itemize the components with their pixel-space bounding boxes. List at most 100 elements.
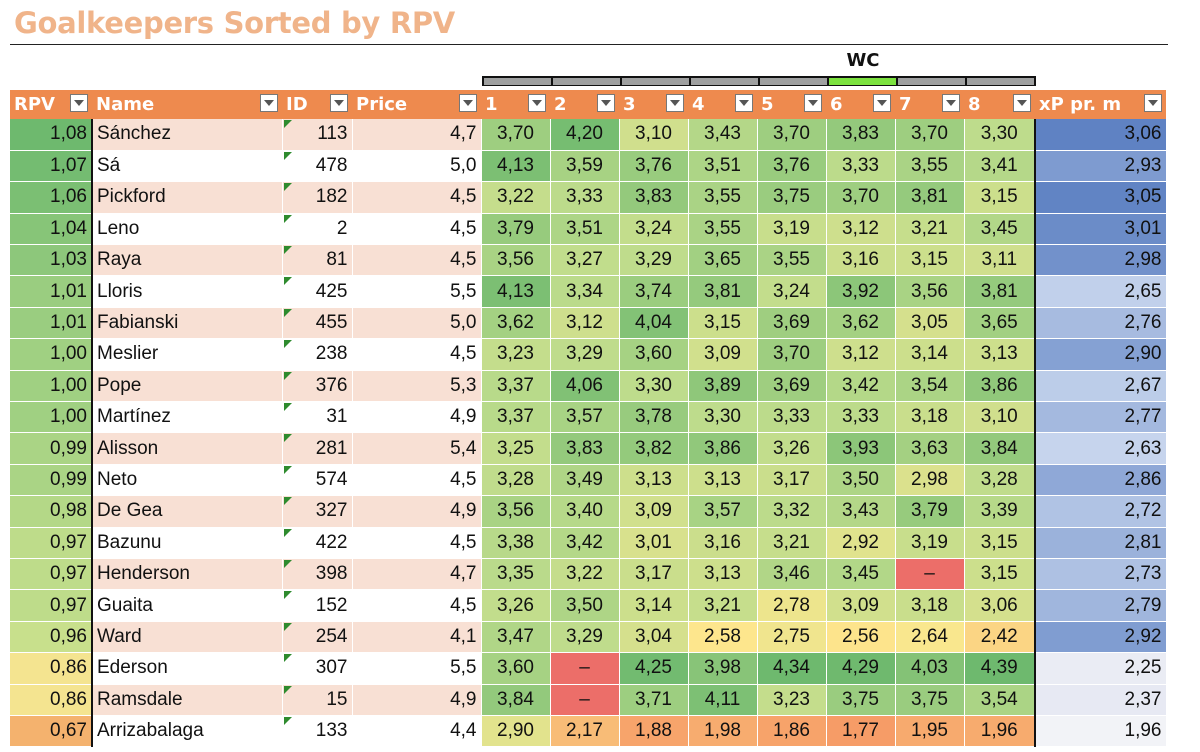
filter-dropdown-icon[interactable] [597,94,615,112]
gw-cell[interactable]: 3,09 [688,338,758,371]
gw-cell[interactable]: 1,86 [757,715,827,748]
gw-cell[interactable]: 3,18 [895,589,965,622]
gw-cell[interactable]: 4,13 [481,275,551,308]
header-price[interactable]: Price [352,90,481,119]
name-cell[interactable]: Sánchez [92,119,283,151]
gw-cell[interactable]: 3,63 [895,432,965,465]
id-cell[interactable]: 376 [282,370,353,403]
gw-cell[interactable]: 1,95 [895,715,965,748]
gw-cell[interactable]: 3,51 [550,213,620,246]
price-cell[interactable]: 5,4 [352,432,482,465]
gw-cell[interactable]: 3,46 [757,558,827,591]
gw-cell[interactable]: 3,06 [964,589,1036,622]
id-cell[interactable]: 307 [282,652,353,685]
rpv-cell[interactable]: 1,08 [10,119,93,151]
gw-cell[interactable]: 3,60 [481,652,551,685]
gw-cell[interactable]: 3,54 [964,684,1036,716]
gw-cell[interactable]: 3,28 [964,464,1036,497]
rpv-cell[interactable]: 1,07 [10,150,93,183]
header-id[interactable]: ID [282,90,352,119]
id-cell[interactable]: 113 [282,119,353,151]
header-gw-7[interactable]: 7 [895,90,964,119]
gw-cell[interactable]: 3,62 [481,307,551,340]
gw-cell[interactable]: – [550,684,620,716]
gw-cell[interactable]: 3,71 [619,684,689,716]
header-name[interactable]: Name [92,90,282,119]
gw-cell[interactable]: 3,09 [826,589,896,622]
gw-cell[interactable]: 3,29 [550,621,620,654]
id-cell[interactable]: 81 [282,244,353,277]
xp-cell[interactable]: 2,63 [1035,432,1167,465]
gw-cell[interactable]: – [895,558,965,591]
gw-cell[interactable]: 3,22 [481,181,551,214]
rpv-cell[interactable]: 1,04 [10,213,93,246]
id-cell[interactable]: 478 [282,150,353,183]
price-cell[interactable]: 5,3 [352,370,482,403]
gw-cell[interactable]: 3,49 [550,464,620,497]
gw-cell[interactable]: 3,19 [895,527,965,559]
xp-cell[interactable]: 2,79 [1035,589,1167,622]
gw-cell[interactable]: 4,11 [688,684,758,716]
price-cell[interactable]: 4,9 [352,684,482,716]
price-cell[interactable]: 4,9 [352,495,482,528]
gw-cell[interactable]: 3,41 [964,150,1036,183]
gw-cell[interactable]: 3,70 [481,119,551,151]
gw-cell[interactable]: 4,13 [481,150,551,183]
rpv-cell[interactable]: 0,86 [10,652,93,685]
id-cell[interactable]: 133 [282,715,353,748]
rpv-cell[interactable]: 1,06 [10,181,93,214]
gw-cell[interactable]: 3,89 [688,370,758,403]
gw-cell[interactable]: 3,69 [757,370,827,403]
gw-cell[interactable]: 3,43 [826,495,896,528]
name-cell[interactable]: Henderson [92,558,283,591]
name-cell[interactable]: De Gea [92,495,283,528]
name-cell[interactable]: Pope [92,370,283,403]
price-cell[interactable]: 5,0 [352,150,482,183]
gw-cell[interactable]: 3,62 [826,307,896,340]
gw-cell[interactable]: 3,86 [964,370,1036,403]
price-cell[interactable]: 4,5 [352,213,482,246]
rpv-cell[interactable]: 1,00 [10,370,93,403]
gw-cell[interactable]: 3,24 [757,275,827,308]
gw-cell[interactable]: 2,56 [826,621,896,654]
header-gw-2[interactable]: 2 [550,90,619,119]
id-cell[interactable]: 254 [282,621,353,654]
xp-cell[interactable]: 3,01 [1035,213,1167,246]
gw-cell[interactable]: 3,40 [550,495,620,528]
rpv-cell[interactable]: 1,03 [10,244,93,277]
gw-cell[interactable]: 3,76 [757,150,827,183]
gw-cell[interactable]: 3,60 [619,338,689,371]
gw-cell[interactable]: 3,30 [619,370,689,403]
gw-cell[interactable]: 3,21 [688,589,758,622]
id-cell[interactable]: 182 [282,181,353,214]
gw-cell[interactable]: 3,56 [481,495,551,528]
name-cell[interactable]: Leno [92,213,283,246]
gw-cell[interactable]: 3,26 [481,589,551,622]
gw-cell[interactable]: 3,57 [550,401,620,434]
header-gw-3[interactable]: 3 [619,90,688,119]
gw-cell[interactable]: 3,65 [688,244,758,277]
price-cell[interactable]: 5,5 [352,652,482,685]
gw-cell[interactable]: 3,21 [757,527,827,559]
gw-cell[interactable]: 3,82 [619,432,689,465]
gw-cell[interactable]: 3,21 [895,213,965,246]
gw-cell[interactable]: 4,25 [619,652,689,685]
gw-cell[interactable]: 3,09 [619,495,689,528]
gw-cell[interactable]: 3,45 [826,558,896,591]
gw-cell[interactable]: 2,98 [895,464,965,497]
header-gw-8[interactable]: 8 [964,90,1035,119]
gw-cell[interactable]: 3,83 [619,181,689,214]
gw-cell[interactable]: 4,06 [550,370,620,403]
gw-cell[interactable]: 3,33 [550,181,620,214]
filter-dropdown-icon[interactable] [666,94,684,112]
rpv-cell[interactable]: 0,99 [10,432,93,465]
gw-cell[interactable]: 3,17 [757,464,827,497]
gw-cell[interactable]: 3,23 [481,338,551,371]
xp-cell[interactable]: 2,81 [1035,527,1167,559]
name-cell[interactable]: Meslier [92,338,283,371]
id-cell[interactable]: 455 [282,307,353,340]
id-cell[interactable]: 574 [282,464,353,497]
gw-cell[interactable]: 3,37 [481,401,551,434]
xp-cell[interactable]: 2,65 [1035,275,1167,308]
gw-cell[interactable]: 3,18 [895,401,965,434]
